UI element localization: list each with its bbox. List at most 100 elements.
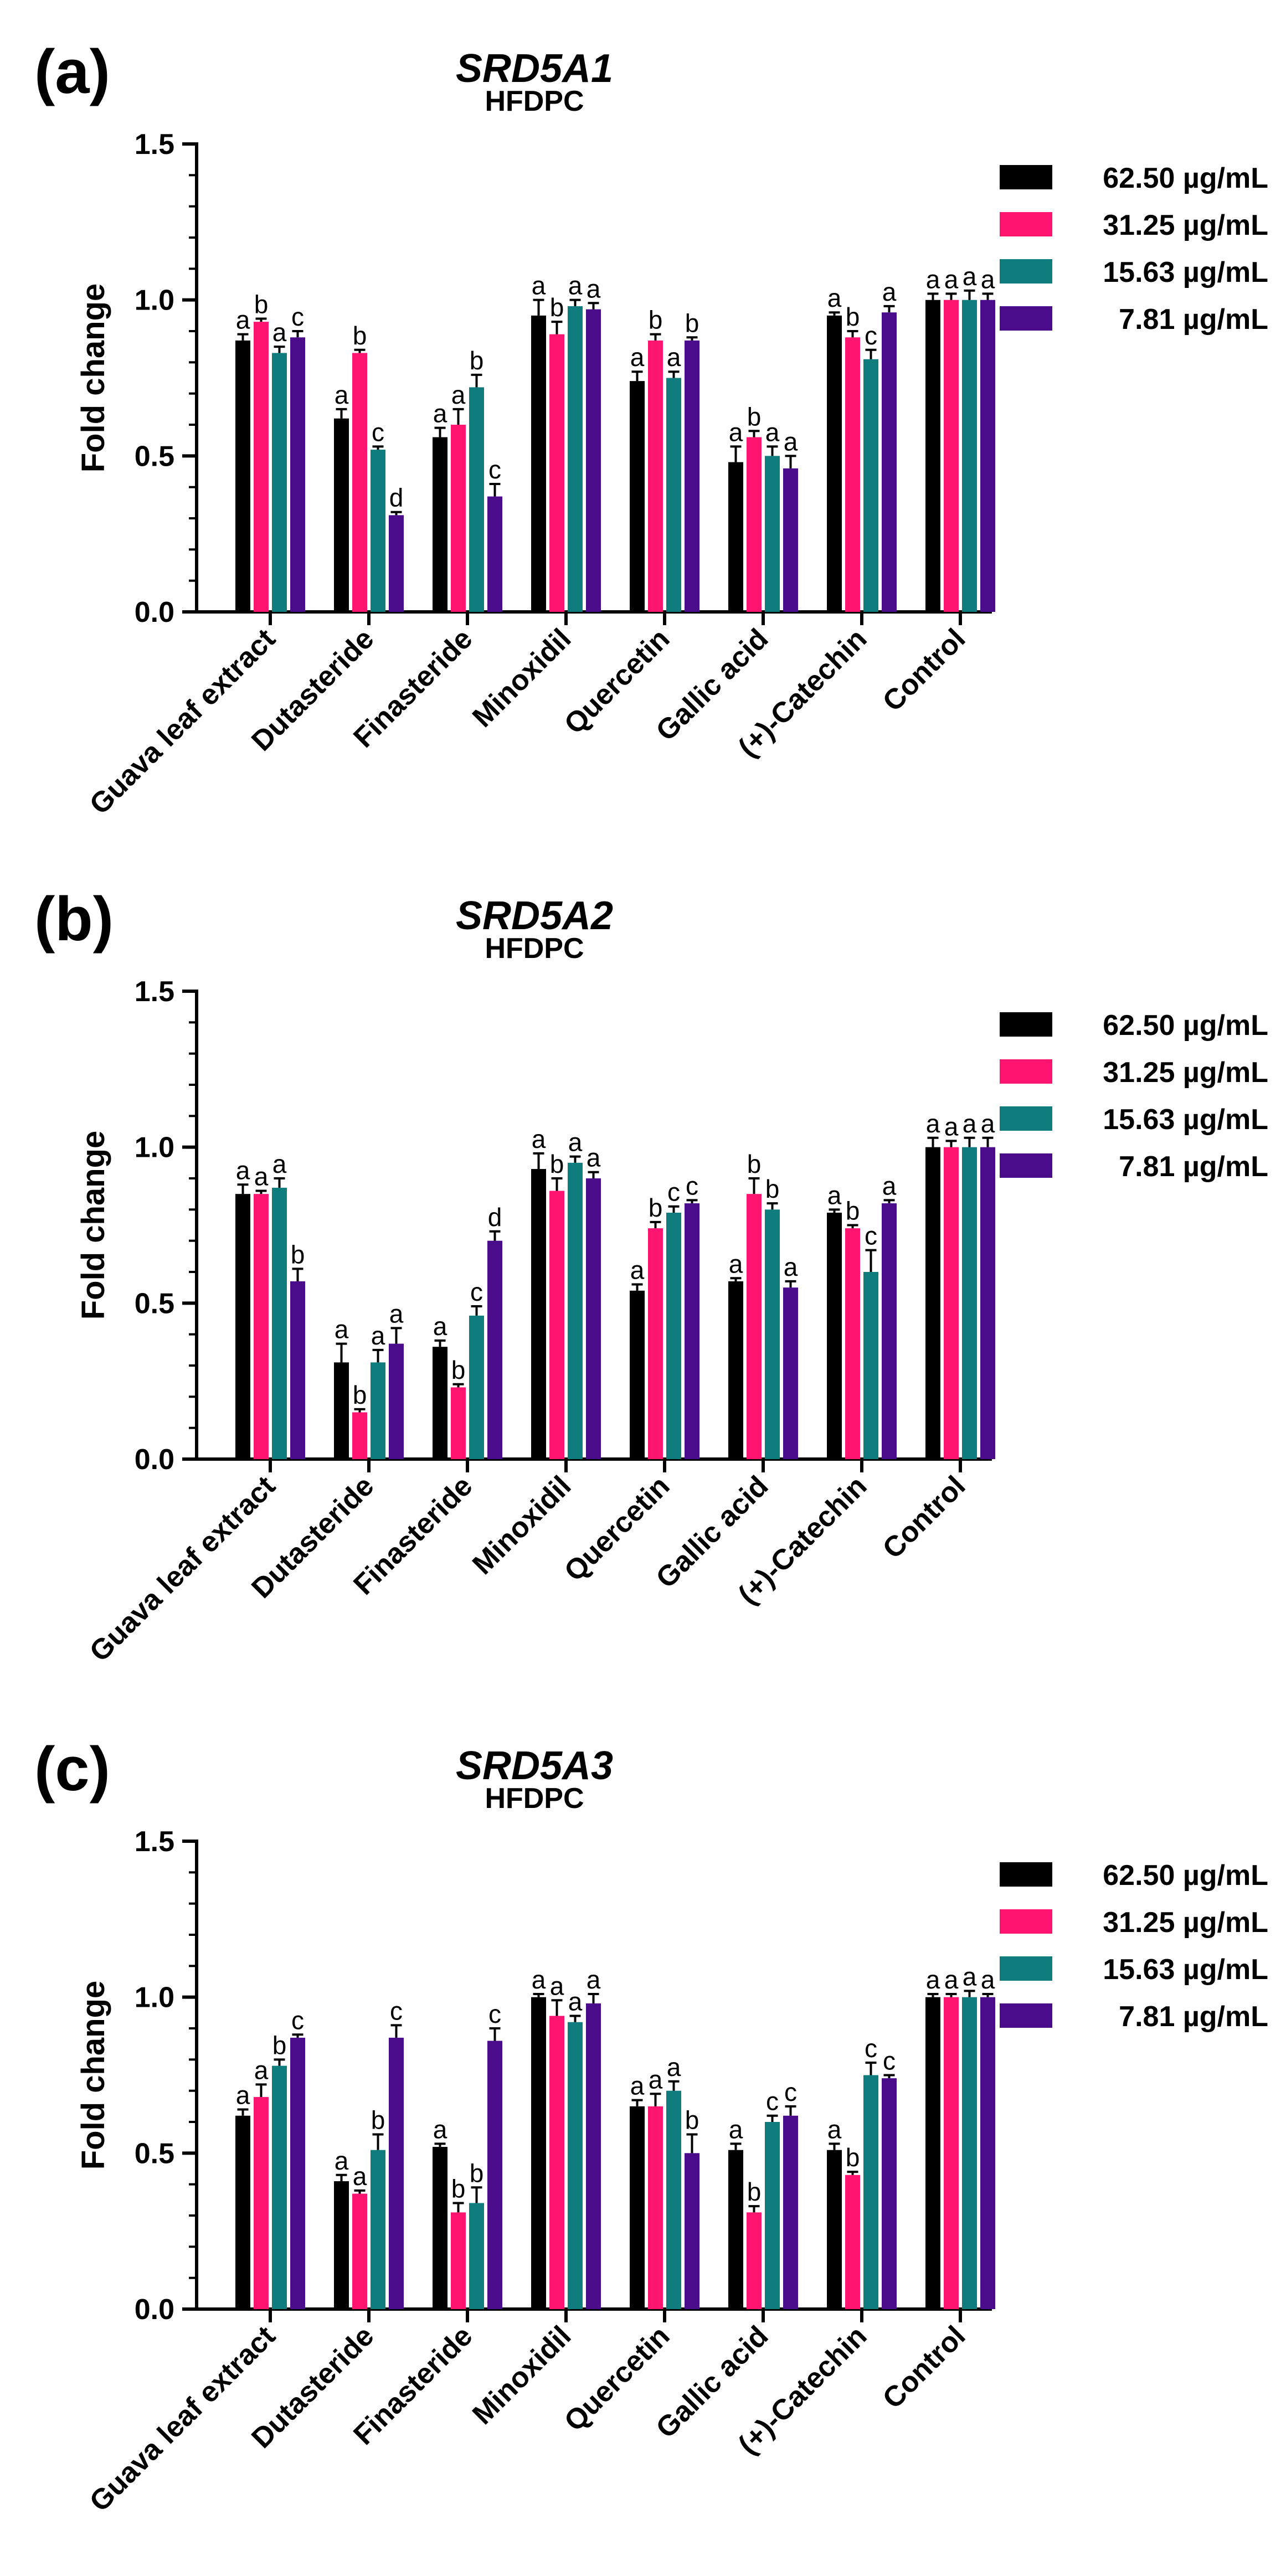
significance-letter: b — [685, 2106, 699, 2135]
bar — [371, 450, 385, 612]
significance-letter: a — [784, 427, 798, 456]
bar — [882, 1203, 897, 1459]
bar — [568, 306, 583, 612]
significance-letter: a — [587, 274, 601, 303]
significance-letter: a — [433, 399, 447, 428]
significance-letter: c — [784, 2078, 797, 2106]
significance-letter: a — [963, 1109, 977, 1138]
significance-letter: a — [568, 1987, 583, 2016]
bar — [433, 437, 447, 612]
significance-letter: a — [630, 2072, 645, 2100]
significance-letter: b — [291, 1240, 305, 1269]
x-tick-label: Control — [877, 622, 972, 718]
y-tick-label: 1.0 — [135, 1132, 174, 1164]
significance-letter: a — [729, 418, 743, 446]
significance-letter: a — [254, 1162, 269, 1191]
bar — [962, 1997, 977, 2309]
significance-letter: b — [272, 2031, 287, 2059]
significance-letter: b — [470, 346, 484, 375]
significance-letter: a — [371, 1321, 385, 1350]
significance-letter: c — [686, 1171, 698, 1200]
bar — [863, 359, 878, 612]
significance-letter: a — [729, 2115, 743, 2144]
legend-label: 15.63 µg/mL — [1103, 1104, 1268, 1136]
bar — [272, 2065, 287, 2309]
bar — [925, 300, 940, 612]
significance-letter: a — [335, 1315, 349, 1344]
significance-letter: a — [944, 265, 959, 293]
significance-letter: a — [587, 1965, 601, 1994]
significance-letter: c — [488, 455, 501, 484]
bar — [334, 418, 349, 612]
bar — [487, 2041, 502, 2309]
bar — [747, 2212, 762, 2309]
bar — [389, 2037, 404, 2309]
bar — [290, 2037, 305, 2309]
bar — [272, 1187, 287, 1459]
significance-letter: a — [926, 265, 940, 293]
legend-swatch — [1000, 1012, 1052, 1037]
legend-swatch — [1000, 1153, 1052, 1178]
significance-letter: c — [865, 2034, 877, 2063]
significance-letter: a — [944, 1112, 959, 1141]
bar — [648, 340, 663, 612]
significance-letter: a — [827, 2115, 842, 2144]
bar — [352, 2193, 367, 2309]
legend-swatch — [1000, 212, 1052, 236]
bar — [685, 340, 699, 612]
significance-letter: b — [846, 302, 860, 331]
bar — [783, 468, 798, 612]
bar — [827, 315, 842, 612]
significance-letter: b — [846, 1197, 860, 1225]
bar — [254, 322, 269, 612]
significance-letter: a — [944, 1965, 959, 1994]
legend-swatch — [1000, 165, 1052, 189]
bar — [487, 1240, 502, 1459]
significance-letter: a — [236, 1156, 250, 1184]
chart-subtitle: HFDPC — [485, 85, 584, 117]
legend-label: 15.63 µg/mL — [1103, 1954, 1268, 1986]
bar — [747, 437, 762, 612]
bar — [944, 1147, 959, 1459]
bar — [469, 2203, 484, 2309]
bar — [235, 2115, 250, 2309]
legend-label: 62.50 µg/mL — [1103, 1009, 1268, 1042]
bar — [685, 2153, 699, 2309]
bar — [254, 1194, 269, 1459]
significance-letter: b — [649, 306, 663, 334]
bar — [235, 340, 250, 612]
legend-swatch — [1000, 1956, 1052, 1981]
bar — [728, 462, 743, 612]
bar — [531, 1169, 546, 1459]
bar — [451, 425, 466, 612]
significance-letter: c — [470, 1277, 483, 1306]
legend-swatch — [1000, 2003, 1052, 2028]
significance-letter: c — [372, 418, 384, 446]
significance-letter: b — [747, 2177, 762, 2206]
bar — [254, 2096, 269, 2309]
bar — [765, 2122, 780, 2309]
bar — [630, 1290, 645, 1459]
legend-swatch — [1000, 1059, 1052, 1084]
significance-letter: a — [667, 343, 681, 372]
legend-label: 31.25 µg/mL — [1103, 209, 1268, 241]
significance-letter: a — [389, 1299, 404, 1328]
bar — [863, 2075, 878, 2309]
significance-letter: a — [568, 1128, 583, 1157]
significance-letter: a — [827, 1181, 842, 1209]
bar — [944, 300, 959, 612]
significance-letter: a — [765, 418, 780, 446]
bar — [765, 1209, 780, 1459]
legend-label: 31.25 µg/mL — [1103, 1057, 1268, 1089]
significance-letter: a — [433, 2115, 447, 2144]
significance-letter: a — [630, 343, 645, 372]
bar — [469, 1315, 484, 1459]
significance-letter: a — [649, 2065, 663, 2094]
significance-letter: c — [766, 2087, 779, 2116]
chart-title: SRD5A1 — [456, 47, 613, 91]
bar — [728, 2150, 743, 2309]
significance-letter: a — [335, 2146, 349, 2175]
significance-letter: a — [963, 1962, 977, 1991]
